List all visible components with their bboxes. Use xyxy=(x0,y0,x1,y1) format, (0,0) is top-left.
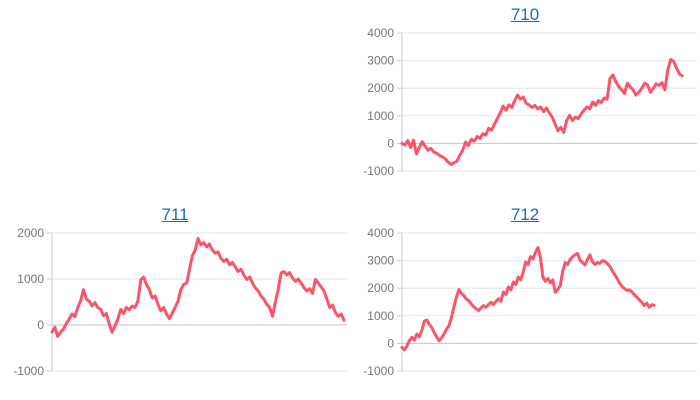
chart-canvas-712: -1000 0 1000 2000 3000 4000 xyxy=(363,226,697,378)
svg-text:0: 0 xyxy=(387,336,394,350)
svg-text:-1000: -1000 xyxy=(13,364,44,378)
empty-cell xyxy=(0,0,350,200)
svg-text:1000: 1000 xyxy=(367,109,394,123)
svg-text:4000: 4000 xyxy=(367,226,394,240)
chart-link-711[interactable]: 711 xyxy=(161,205,189,224)
svg-text:2000: 2000 xyxy=(367,281,394,295)
svg-text:1000: 1000 xyxy=(17,272,44,286)
svg-text:0: 0 xyxy=(387,136,394,150)
svg-text:2000: 2000 xyxy=(17,226,44,240)
svg-text:0: 0 xyxy=(37,318,44,332)
chart-link-712[interactable]: 712 xyxy=(510,205,540,224)
svg-text:-1000: -1000 xyxy=(363,364,394,378)
svg-text:-1000: -1000 xyxy=(363,164,394,178)
svg-text:2000: 2000 xyxy=(367,81,394,95)
svg-text:1000: 1000 xyxy=(367,309,394,323)
svg-text:3000: 3000 xyxy=(367,254,394,268)
chart-canvas-710: -1000 0 1000 2000 3000 4000 xyxy=(363,26,697,178)
svg-text:4000: 4000 xyxy=(367,26,394,40)
chart-cell-710: 710 -1000 0 1000 2000 3000 4000 xyxy=(350,0,700,200)
svg-text:3000: 3000 xyxy=(367,54,394,68)
chart-link-710[interactable]: 710 xyxy=(510,5,540,24)
chart-canvas-711: -1000 0 1000 2000 xyxy=(13,226,347,378)
chart-cell-712: 712 -1000 0 1000 2000 3000 4000 xyxy=(350,200,700,400)
chart-cell-711: 711 -1000 0 1000 2000 xyxy=(0,200,350,400)
